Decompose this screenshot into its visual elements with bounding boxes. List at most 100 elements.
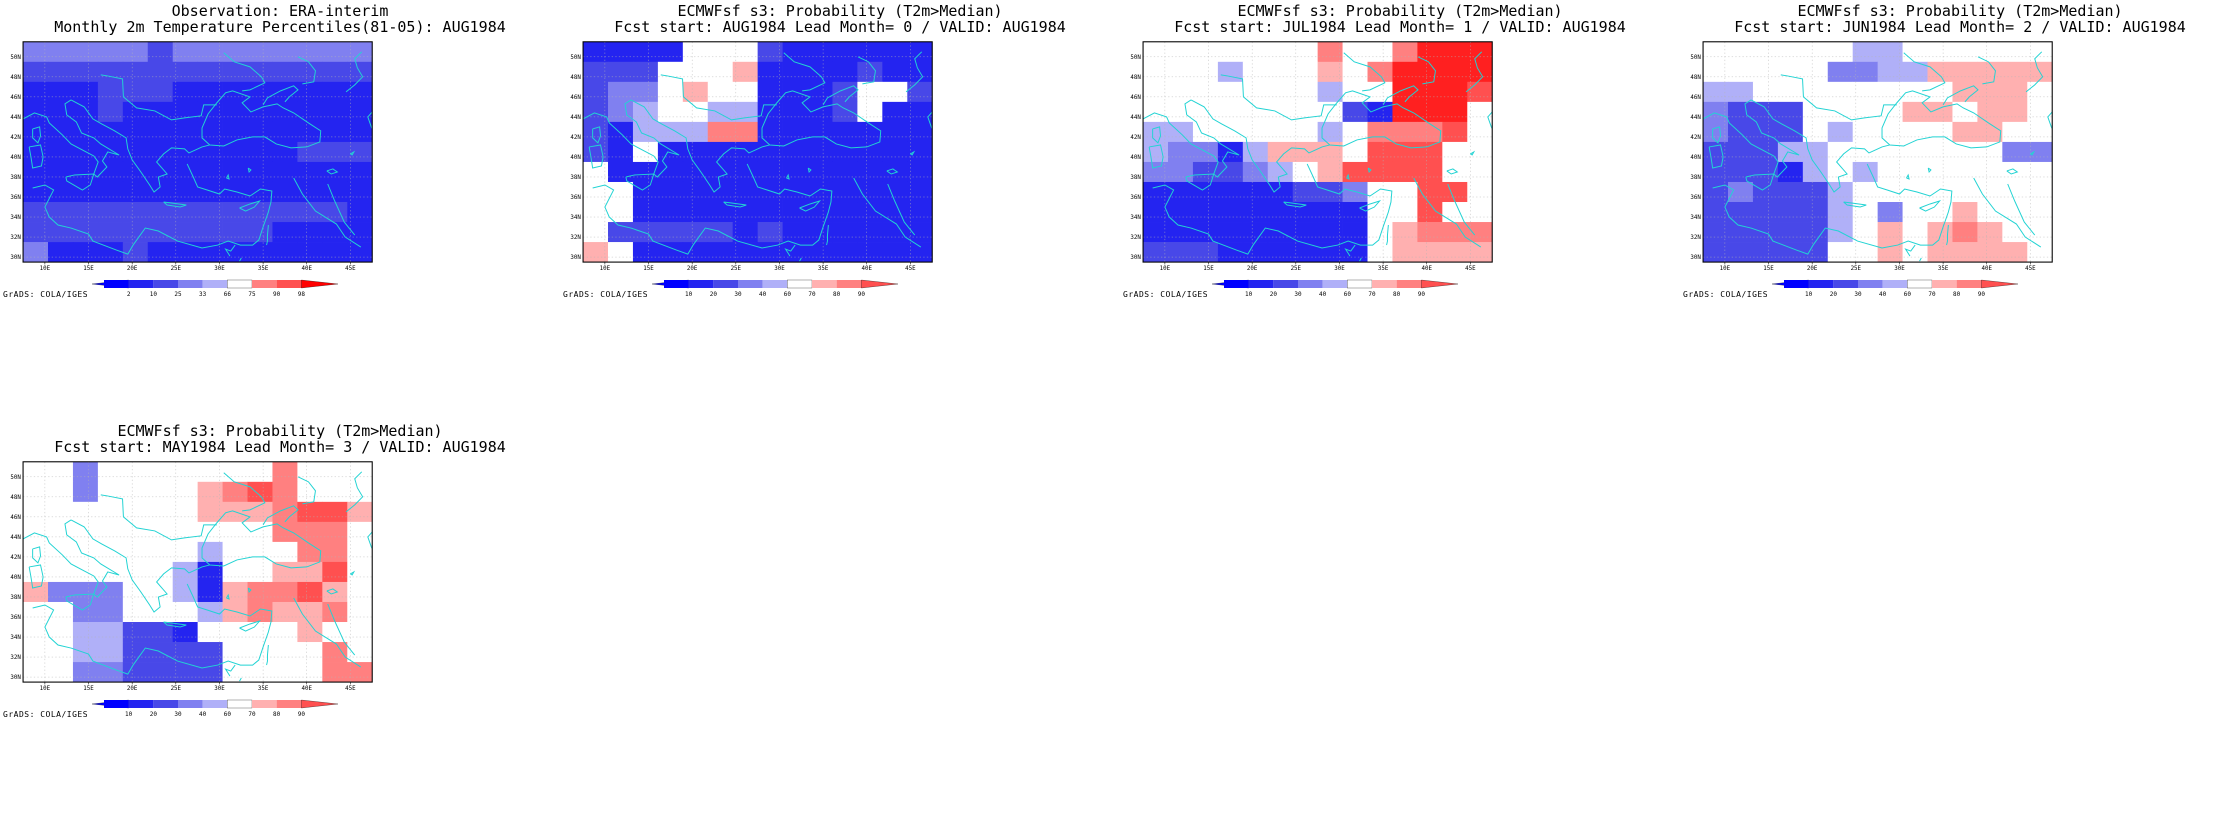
grid-cell bbox=[72, 121, 99, 143]
grid-cell bbox=[297, 461, 323, 483]
x-tick-label: 15E bbox=[83, 266, 94, 272]
x-tick-label: 45E bbox=[2025, 266, 2036, 272]
grid-cell bbox=[657, 41, 684, 63]
grid-cell bbox=[347, 622, 373, 643]
grid-cell bbox=[172, 642, 198, 663]
grid-cell bbox=[322, 202, 348, 223]
grid-cell bbox=[72, 61, 99, 83]
coastline bbox=[1321, 90, 1442, 149]
grid-cell bbox=[832, 101, 858, 123]
y-tick-label: 32N bbox=[1130, 235, 1141, 241]
grid-cell bbox=[272, 601, 298, 623]
legend-label: 40 bbox=[199, 711, 207, 718]
grid-cell bbox=[197, 161, 223, 183]
grid-cell bbox=[48, 561, 74, 583]
grid-cell bbox=[1952, 121, 1978, 143]
grid-cell bbox=[1467, 121, 1493, 143]
grid-cell bbox=[272, 202, 298, 223]
grid-cell bbox=[1877, 202, 1903, 223]
x-tick-label: 45E bbox=[1465, 266, 1476, 272]
grid-cell bbox=[1952, 141, 1978, 163]
grid-cell bbox=[272, 541, 298, 563]
legend-swatch bbox=[1248, 280, 1274, 288]
grid-cell bbox=[1752, 41, 1779, 63]
x-tick-label: 20E bbox=[1247, 266, 1258, 272]
grid-cell bbox=[172, 242, 198, 263]
grid-cell bbox=[147, 242, 174, 263]
coastline bbox=[1447, 183, 1476, 236]
grid-cell bbox=[1267, 121, 1294, 143]
grid-cell bbox=[782, 181, 808, 203]
grid-cell bbox=[608, 242, 634, 263]
grid-cell bbox=[197, 581, 223, 603]
grid-cell bbox=[122, 561, 149, 583]
grid-cell bbox=[297, 581, 323, 603]
grads-footer: GrADS: COLA/IGES bbox=[563, 290, 649, 299]
grid-cell bbox=[782, 61, 808, 83]
grid-cell bbox=[583, 81, 609, 103]
grid-cell bbox=[322, 41, 348, 63]
grid-cell bbox=[1367, 242, 1393, 263]
grid-cell bbox=[1143, 101, 1169, 123]
grid-cell bbox=[1292, 222, 1318, 243]
grid-cell bbox=[122, 541, 149, 563]
legend-label: 90 bbox=[273, 291, 281, 298]
coastline bbox=[1904, 244, 1916, 257]
grid-cell bbox=[147, 181, 174, 203]
grid-cell bbox=[1267, 81, 1294, 103]
grid-cell bbox=[23, 61, 49, 83]
y-tick-label: 34N bbox=[1690, 215, 1701, 221]
legend-swatch bbox=[713, 280, 738, 288]
x-tick-label: 20E bbox=[127, 266, 138, 272]
grid-cell bbox=[1877, 242, 1903, 263]
grid-cell bbox=[1342, 41, 1368, 63]
grid-cell bbox=[1777, 121, 1804, 143]
grid-cell bbox=[1902, 141, 1928, 163]
grid-cell bbox=[48, 101, 74, 123]
grid-cell bbox=[657, 81, 684, 103]
grid-cell bbox=[583, 202, 609, 223]
legend-swatch bbox=[301, 279, 339, 289]
grid-cell bbox=[247, 161, 273, 183]
grid-cell bbox=[272, 121, 298, 143]
coastline bbox=[100, 74, 217, 121]
grid-cell bbox=[347, 561, 373, 583]
grid-cell bbox=[707, 41, 734, 63]
y-tick-label: 48N bbox=[10, 495, 21, 501]
grid-cell bbox=[707, 121, 734, 143]
grid-cell bbox=[782, 202, 808, 223]
x-tick-label: 40E bbox=[862, 266, 873, 272]
y-tick-label: 38N bbox=[10, 595, 21, 601]
grid-cell bbox=[1392, 141, 1418, 163]
coastline bbox=[1780, 74, 1897, 121]
legend-label: 60 bbox=[784, 291, 792, 298]
grid-cell bbox=[1827, 41, 1854, 63]
legend-swatch bbox=[1858, 280, 1883, 288]
coastline bbox=[326, 588, 339, 595]
grid-cell bbox=[72, 222, 99, 243]
grid-cell bbox=[1217, 181, 1244, 203]
y-tick-label: 50N bbox=[1130, 55, 1141, 61]
grid-cell bbox=[1927, 41, 1953, 63]
grid-cell bbox=[1143, 222, 1169, 243]
coastline bbox=[1708, 144, 1724, 169]
grid-cell bbox=[1168, 202, 1194, 223]
grid-cell bbox=[1317, 61, 1343, 83]
coastline bbox=[1220, 74, 1337, 121]
grid-cell bbox=[322, 61, 348, 83]
grid-cell bbox=[122, 501, 149, 523]
grid-cell bbox=[222, 242, 248, 263]
x-tick-label: 30E bbox=[1894, 266, 1905, 272]
grid-cell bbox=[297, 101, 323, 123]
grid-cell bbox=[1242, 222, 1269, 243]
legend-label: 20 bbox=[1830, 291, 1838, 298]
coastline-layer bbox=[583, 51, 933, 262]
grid-cell bbox=[807, 161, 833, 183]
grid-cell bbox=[197, 121, 223, 143]
grid-cell bbox=[1952, 181, 1978, 203]
grid-cell bbox=[172, 581, 198, 603]
grid-cell bbox=[2002, 141, 2028, 163]
grid-cell bbox=[757, 161, 783, 183]
grid-cell bbox=[23, 41, 49, 63]
legend-swatch bbox=[178, 700, 203, 708]
